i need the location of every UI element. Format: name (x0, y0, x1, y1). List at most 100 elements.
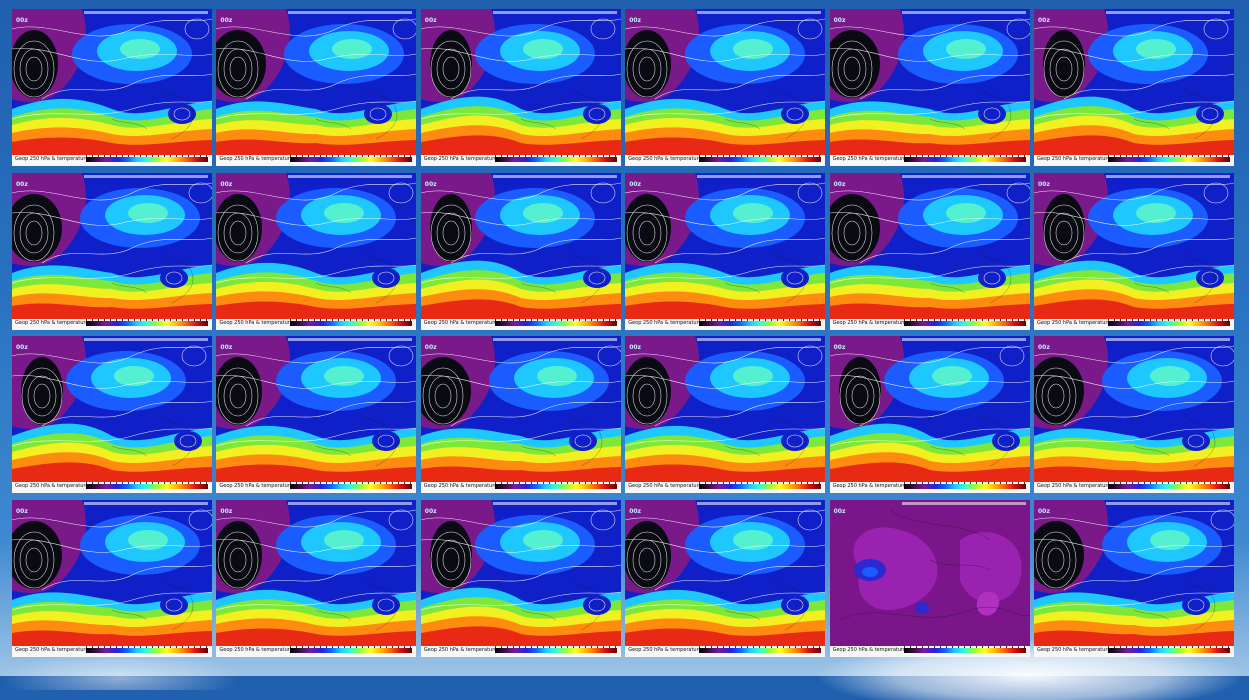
color-scale-bar (1108, 157, 1230, 162)
color-scale-ticks (699, 482, 822, 485)
forecast-map-panel[interactable]: 00z Geop 250 hPa & temperature (625, 499, 826, 657)
map-header-bar (901, 338, 1026, 342)
forecast-map-panel[interactable]: 00z Geop 250 hPa & temperature (420, 172, 621, 330)
map-run-label: 00z (1038, 344, 1050, 352)
color-scale-bar (903, 320, 1026, 326)
forecast-map-panel[interactable]: 00z Geop 250 hPa & temperature (625, 336, 826, 494)
map-header-bar (288, 174, 413, 178)
color-scale-ticks (290, 155, 413, 157)
map-header-bar (697, 174, 822, 178)
forecast-map (1034, 499, 1234, 646)
forecast-map-panel[interactable]: 00z Geop 250 hPa & temperature (12, 172, 212, 330)
forecast-map (1034, 9, 1234, 155)
forecast-map-panel[interactable]: 00z Geop 250 hPa & temperature (420, 9, 621, 166)
forecast-map-panel[interactable]: 00z Geop 250 hPa & temperature (216, 499, 417, 657)
color-scale-bar (903, 484, 1026, 490)
map-caption: Geop 250 hPa & temperature (15, 646, 89, 653)
color-scale-ticks (903, 645, 1026, 648)
forecast-map-panel[interactable]: 00z Geop 250 hPa & temperature (216, 172, 417, 330)
map-caption: Geop 250 hPa & temperature (1037, 319, 1111, 326)
forecast-map (420, 9, 621, 155)
color-scale-bar (290, 484, 413, 490)
map-run-label: 00z (629, 17, 642, 24)
color-scale-ticks (494, 155, 617, 157)
forecast-map-panel[interactable]: 00z Geop 250 hPa & temperature (12, 499, 212, 657)
color-scale-ticks (699, 318, 822, 321)
color-scale-bar (1108, 484, 1230, 490)
forecast-map-panel[interactable]: 00z Geop 250 hPa & temperature (625, 172, 826, 330)
map-header-bar (1106, 338, 1230, 342)
forecast-map-panel[interactable]: 00z Geop 250 hPa & temperature (216, 336, 417, 494)
forecast-map (1034, 336, 1234, 483)
map-header-bar (492, 11, 617, 14)
forecast-map (625, 9, 826, 155)
forecast-map-panel[interactable]: 00z Geop 250 hPa & temperature (420, 336, 621, 494)
color-scale-ticks (290, 482, 413, 485)
forecast-map (420, 336, 621, 483)
forecast-map-panel[interactable]: 00z Geop 250 hPa & temperature (829, 9, 1030, 166)
color-scale-bar (494, 157, 617, 162)
map-header-bar (288, 338, 413, 342)
map-header-bar (288, 11, 413, 14)
color-scale-ticks (494, 645, 617, 648)
forecast-map-panel[interactable]: 00z Geop 250 hPa & temperature (829, 172, 1030, 330)
color-scale-ticks (699, 155, 822, 157)
map-run-label: 00z (220, 344, 233, 352)
forecast-map (829, 172, 1030, 319)
forecast-map-panel[interactable]: 00z Geop 250 hPa & temperature (829, 336, 1030, 494)
map-caption: Geop 250 hPa & temperature (219, 156, 293, 162)
forecast-map-panel[interactable]: 00z Geop 250 hPa & temperature (420, 499, 621, 657)
color-scale-ticks (1108, 482, 1230, 485)
map-caption: Geop 250 hPa & temperature (15, 319, 89, 326)
map-caption: Geop 250 hPa & temperature (219, 319, 293, 326)
forecast-map (420, 499, 621, 646)
map-run-label: 00z (16, 180, 28, 188)
map-caption: Geop 250 hPa & temperature (423, 646, 498, 653)
color-scale-bar (86, 157, 208, 162)
map-header-bar (492, 338, 617, 342)
forecast-map-panel[interactable]: 00z Geop 250 hPa & temperature (12, 336, 212, 494)
color-scale-ticks (290, 318, 413, 321)
map-run-label: 00z (833, 507, 846, 515)
forecast-map (216, 499, 417, 646)
map-header-bar (1106, 501, 1230, 505)
map-footer: Geop 250 hPa & temperature (12, 645, 212, 657)
color-scale-bar (699, 647, 822, 653)
forecast-map-panel[interactable]: 00z Geop 250 hPa & temperature (625, 9, 826, 166)
map-header-bar (288, 501, 413, 505)
forecast-map (420, 172, 621, 319)
forecast-map-panel[interactable]: 00z Geop 250 hPa & temperature (829, 499, 1030, 657)
map-footer: Geop 250 hPa & temperature (420, 645, 621, 657)
map-run-label: 00z (833, 344, 846, 352)
forecast-map-panel[interactable]: 00z Geop 250 hPa & temperature (1034, 172, 1234, 330)
map-footer: Geop 250 hPa & temperature (1034, 482, 1234, 494)
color-scale-bar (290, 157, 413, 162)
color-scale-bar (903, 647, 1026, 653)
forecast-map-panel[interactable]: 00z Geop 250 hPa & temperature (1034, 336, 1234, 494)
map-header-bar (697, 338, 822, 342)
map-run-label: 00z (424, 17, 437, 24)
color-scale-ticks (1108, 318, 1230, 321)
color-scale-bar (290, 320, 413, 326)
weather-map-grid: 00z Geop 250 hPa & temperature (12, 9, 1234, 663)
map-footer: Geop 250 hPa & temperature (420, 318, 621, 330)
map-run-label: 00z (424, 344, 437, 352)
map-header-bar (492, 501, 617, 505)
color-scale-bar (1108, 320, 1230, 326)
map-run-label: 00z (1038, 17, 1050, 24)
forecast-map-panel[interactable]: 00z Geop 250 hPa & temperature (1034, 9, 1234, 166)
map-header-bar (84, 11, 208, 14)
forecast-map-panel[interactable]: 00z Geop 250 hPa & temperature (12, 9, 212, 166)
color-scale-bar (290, 647, 413, 653)
forecast-map-panel[interactable]: 00z Geop 250 hPa & temperature (1034, 499, 1234, 657)
map-footer: Geop 250 hPa & temperature (829, 645, 1030, 657)
map-header-bar (697, 11, 822, 14)
forecast-map (625, 172, 826, 319)
map-caption: Geop 250 hPa & temperature (423, 156, 498, 162)
map-run-label: 00z (424, 180, 437, 188)
map-footer: Geop 250 hPa & temperature (829, 318, 1030, 330)
map-run-label: 00z (833, 180, 846, 188)
map-footer: Geop 250 hPa & temperature (420, 482, 621, 494)
map-footer: Geop 250 hPa & temperature (12, 155, 212, 166)
forecast-map-panel[interactable]: 00z Geop 250 hPa & temperature (216, 9, 417, 166)
